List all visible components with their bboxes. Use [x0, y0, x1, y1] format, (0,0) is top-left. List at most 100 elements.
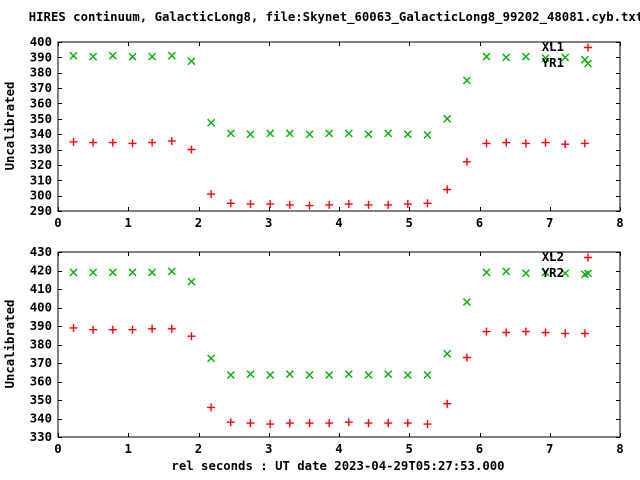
data-point-plus [207, 403, 216, 412]
y-tick-label: 400 [30, 35, 52, 49]
legend-marker [584, 253, 592, 262]
y-tick-label: 390 [30, 50, 52, 64]
data-point-plus [502, 328, 511, 337]
legend-label: YR1 [542, 56, 564, 70]
series-XL2 [69, 323, 589, 429]
data-point-cross [187, 277, 196, 286]
data-point-plus [69, 323, 78, 332]
data-point-cross [521, 269, 530, 278]
data-point-plus [89, 138, 98, 147]
data-point-cross [541, 268, 550, 277]
data-point-cross [89, 268, 98, 277]
data-point-cross [128, 268, 137, 277]
y-tick-label: 420 [30, 264, 52, 278]
data-point-plus [187, 145, 196, 154]
data-point-plus [305, 419, 314, 428]
data-point-cross [325, 129, 334, 138]
data-point-cross [384, 129, 393, 138]
data-point-plus [384, 200, 393, 209]
series-YR1 [69, 51, 589, 139]
series-XL1 [69, 137, 589, 210]
data-point-plus [521, 327, 530, 336]
legend-marker [584, 43, 592, 52]
data-point-cross [364, 371, 373, 379]
data-point-plus [108, 138, 117, 147]
data-point-cross [246, 130, 255, 139]
data-point-cross [266, 129, 275, 138]
y-tick-label: 350 [30, 393, 52, 407]
y-tick-label: 340 [30, 127, 52, 141]
data-point-cross [403, 371, 412, 379]
y-tick-label: 360 [30, 96, 52, 110]
y-tick-label: 370 [30, 356, 52, 370]
data-point-plus [246, 200, 255, 209]
data-point-plus [443, 399, 452, 408]
data-point-cross [187, 57, 196, 66]
y-tick-label: 320 [30, 158, 52, 172]
data-point-plus [541, 138, 550, 147]
data-point-plus [266, 200, 275, 209]
data-point-plus [580, 139, 589, 148]
legend-label: XL1 [542, 40, 564, 54]
data-point-cross [325, 371, 334, 379]
data-point-plus [128, 325, 137, 334]
data-point-cross [285, 370, 294, 379]
data-point-plus [462, 157, 471, 166]
data-point-cross [108, 51, 117, 60]
y-tick-label: 400 [30, 301, 52, 315]
data-point-plus [403, 200, 412, 209]
data-point-cross [207, 118, 216, 127]
x-tick-label: 4 [335, 442, 342, 456]
data-point-plus [482, 327, 491, 336]
data-point-plus [561, 329, 570, 338]
data-point-cross [384, 370, 393, 379]
x-tick-label: 0 [54, 442, 61, 456]
plot-border [57, 41, 621, 212]
x-tick-label: 6 [476, 442, 483, 456]
data-point-cross [443, 349, 452, 358]
legend-label: YR2 [542, 266, 564, 280]
x-tick-label: 8 [616, 216, 623, 230]
data-point-cross [443, 114, 452, 123]
data-point-cross [423, 371, 432, 379]
y-tick-label: 330 [30, 143, 52, 157]
data-point-plus [482, 139, 491, 148]
data-point-cross [502, 267, 511, 276]
data-point-plus [266, 420, 275, 429]
bottom-panel: 0 1 2 3 4 5 6 7 8 330 340 350 360 370 380 390 400 410 420 4… [30, 245, 624, 456]
x-tick-label: 7 [546, 442, 553, 456]
plot-border [57, 251, 621, 438]
y-tick-label: 330 [30, 430, 52, 444]
x-tick-label: 4 [335, 216, 342, 230]
data-point-plus [502, 138, 511, 147]
data-point-cross [128, 52, 137, 61]
x-tick-label: 8 [616, 442, 623, 456]
data-point-cross [482, 52, 491, 61]
data-point-plus [403, 419, 412, 428]
data-point-cross [148, 52, 157, 61]
y-tick-label: 380 [30, 66, 52, 80]
x-tick-label: 1 [125, 216, 132, 230]
data-point-cross [561, 53, 570, 62]
data-point-cross [423, 131, 432, 139]
x-tick-label: 3 [265, 216, 272, 230]
y-tick-label: 380 [30, 338, 52, 352]
data-point-plus [108, 325, 117, 334]
x-tick-label: 2 [195, 216, 202, 230]
data-point-plus [423, 420, 432, 429]
data-point-plus [580, 329, 589, 338]
data-point-cross [246, 370, 255, 379]
data-point-cross [89, 52, 98, 61]
x-tick-label: 2 [195, 442, 202, 456]
y-tick-label: 360 [30, 375, 52, 389]
chart-title: HIRES continuum, GalacticLong8, file:Sky… [29, 10, 640, 25]
series-YR2 [69, 267, 589, 379]
data-point-cross [462, 76, 471, 85]
data-point-plus [325, 419, 334, 428]
data-point-cross [305, 130, 314, 139]
data-point-plus [226, 418, 235, 427]
data-point-cross [266, 371, 275, 379]
data-point-plus [423, 199, 432, 208]
